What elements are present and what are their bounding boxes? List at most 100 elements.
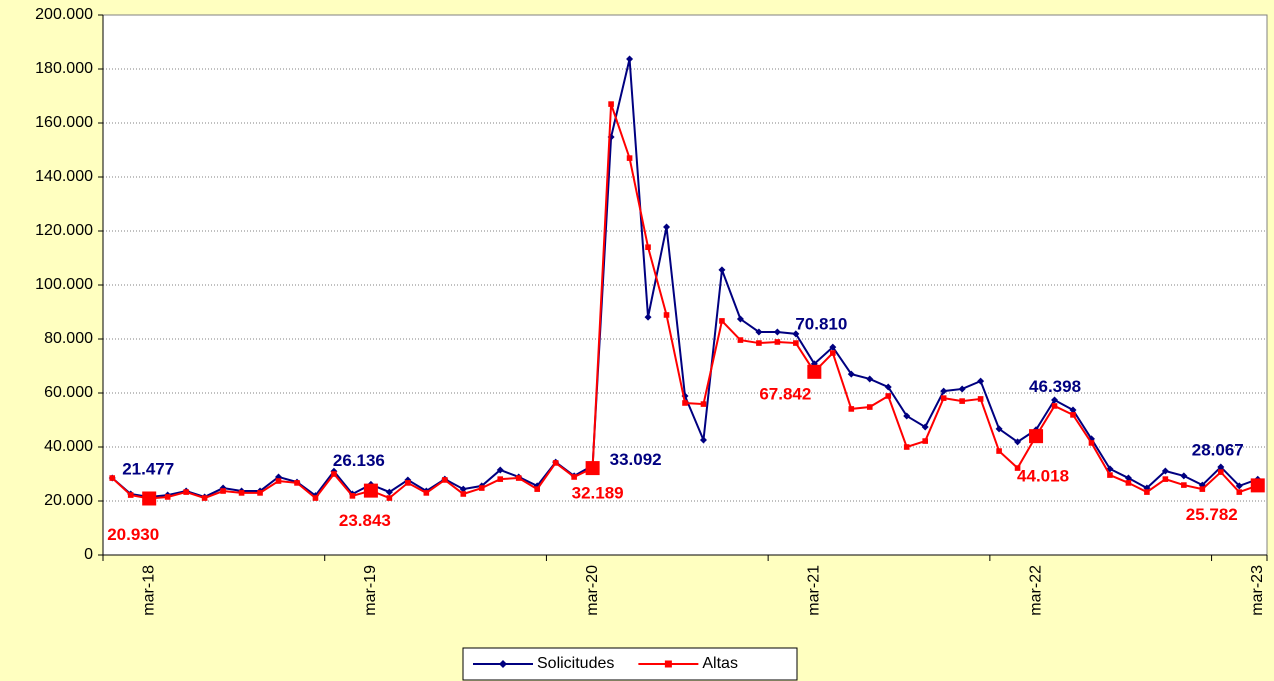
y-tick-label: 200.000	[35, 6, 93, 23]
data-point	[1236, 489, 1243, 495]
data-point	[995, 425, 1003, 433]
y-tick-label: 60.000	[44, 384, 93, 401]
y-tick-label: 140.000	[35, 168, 93, 185]
data-point	[164, 494, 171, 500]
data-point	[238, 490, 245, 496]
data-point	[866, 404, 873, 410]
data-point	[142, 491, 157, 506]
data-point	[940, 387, 948, 395]
data-point	[571, 474, 577, 480]
data-point	[534, 486, 540, 492]
y-tick-label: 160.000	[35, 114, 93, 131]
data-point	[626, 55, 634, 63]
data-point	[626, 155, 633, 161]
legend-marker	[664, 660, 672, 668]
y-tick-label: 180.000	[35, 60, 93, 77]
data-point	[773, 328, 781, 336]
data-point	[1217, 463, 1225, 471]
data-point	[1199, 486, 1206, 492]
data-point	[585, 461, 600, 476]
x-tick-label: mar-23	[1249, 565, 1266, 616]
data-point	[792, 330, 800, 338]
data-label: 20.930	[107, 525, 159, 544]
legend-marker	[499, 660, 507, 668]
data-point	[363, 483, 378, 498]
data-point	[774, 339, 781, 345]
data-point	[294, 480, 300, 486]
x-tick-label: mar-18	[140, 565, 157, 616]
data-label: 28.067	[1192, 441, 1244, 460]
data-point	[719, 318, 725, 324]
data-point	[1144, 489, 1150, 495]
data-point	[183, 489, 189, 495]
data-label: 44.018	[1017, 467, 1069, 486]
data-point	[1014, 465, 1021, 471]
data-point	[1029, 429, 1044, 444]
data-point	[201, 495, 208, 501]
data-label: 26.136	[333, 451, 385, 470]
data-point	[903, 412, 911, 420]
data-point	[1250, 478, 1265, 493]
data-point	[644, 313, 652, 321]
data-point	[459, 485, 467, 493]
data-point	[1124, 474, 1132, 482]
data-point	[386, 495, 393, 501]
data-point	[737, 337, 744, 343]
data-point	[1051, 403, 1058, 409]
data-point	[996, 448, 1002, 454]
legend: Solicitudes Altas	[462, 647, 798, 681]
data-point	[1069, 406, 1077, 414]
data-point	[515, 475, 522, 481]
data-label: 67.842	[759, 384, 811, 403]
data-point	[829, 343, 837, 351]
y-tick-label: 100.000	[35, 276, 93, 293]
data-point	[312, 495, 319, 501]
data-point	[756, 340, 762, 346]
data-point	[275, 478, 282, 484]
data-point	[884, 383, 892, 391]
data-label: 33.092	[610, 450, 662, 469]
data-point	[1162, 476, 1169, 482]
data-point	[385, 488, 393, 496]
data-label: 25.782	[1186, 505, 1238, 524]
data-point	[848, 406, 855, 412]
data-point	[921, 423, 929, 431]
data-point	[257, 490, 263, 496]
x-tick-label: mar-20	[584, 565, 601, 616]
data-point	[1070, 412, 1076, 418]
data-point	[349, 493, 356, 499]
data-point	[718, 266, 726, 274]
data-point	[1218, 469, 1224, 475]
x-tick-label: mar-21	[806, 565, 823, 616]
y-tick-label: 40.000	[44, 438, 93, 455]
data-point	[663, 223, 671, 231]
data-label: 21.477	[122, 459, 174, 478]
data-label: 46.398	[1029, 377, 1081, 396]
data-point	[497, 476, 504, 482]
data-point	[922, 438, 928, 444]
data-point	[645, 244, 651, 250]
data-point	[1107, 472, 1113, 478]
data-point	[331, 471, 337, 477]
data-point	[1125, 480, 1132, 486]
data-point	[1051, 396, 1059, 404]
data-point	[109, 475, 116, 481]
y-tick-label: 20.000	[44, 492, 93, 509]
data-point	[1088, 440, 1095, 446]
data-point	[682, 400, 688, 406]
y-tick-label: 80.000	[44, 330, 93, 347]
data-point	[903, 444, 910, 450]
data-point	[220, 488, 226, 494]
x-tick-label: mar-22	[1027, 565, 1044, 616]
data-point	[977, 396, 984, 402]
data-point	[866, 375, 874, 383]
data-point	[755, 328, 763, 336]
data-point	[700, 401, 707, 407]
data-point	[127, 492, 134, 498]
data-point	[1014, 438, 1022, 446]
data-point	[830, 350, 836, 356]
data-point	[1181, 482, 1187, 488]
data-point	[405, 480, 411, 486]
data-point	[699, 436, 707, 444]
data-point	[807, 364, 822, 379]
